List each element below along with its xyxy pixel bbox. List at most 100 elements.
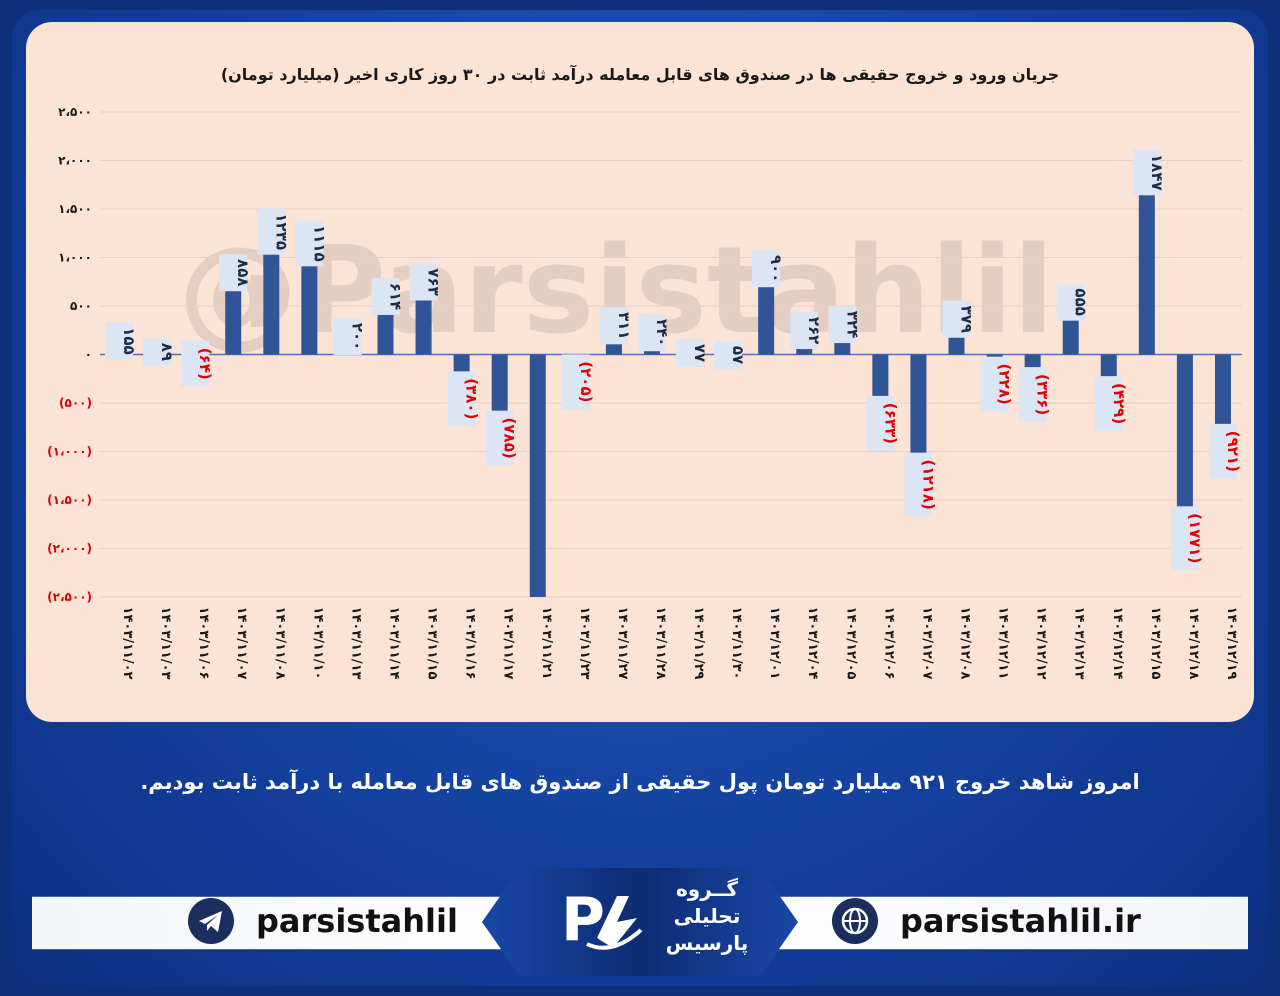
data-label-box: [485, 410, 514, 466]
y-tick-label: (۱،۰۰۰): [47, 445, 92, 459]
data-label: ۹۰۰: [767, 255, 785, 282]
data-label: ۱۵۵: [120, 327, 138, 354]
data-label-box: [714, 340, 743, 369]
x-tick-label: ۱۴۰۳/۱۱/۲۷: [615, 607, 630, 680]
data-label-box: [980, 356, 1009, 412]
data-label-box: [637, 314, 666, 352]
data-label-box: [752, 250, 781, 288]
data-label: ۵۷: [729, 346, 747, 364]
data-label-box: [1132, 149, 1161, 196]
data-label-box: [866, 395, 895, 451]
x-tick-label: ۱۴۰۳/۱۲/۱۹: [1224, 607, 1239, 680]
logo-block: [482, 868, 798, 976]
y-tick-label: (۵۰۰): [59, 396, 92, 410]
bar: [301, 246, 318, 355]
data-label: (۱۲۱۸): [919, 459, 937, 509]
data-label: (۳۸۰): [463, 378, 481, 419]
logo-line-3: پارسیس: [665, 931, 749, 955]
bar: [529, 354, 546, 597]
logo-mark-icon: P: [561, 885, 643, 955]
data-label-box: [904, 452, 933, 517]
data-label-box: [599, 307, 628, 345]
data-label: ۲۶۲: [805, 317, 823, 344]
y-tick-label: (۱،۵۰۰): [47, 493, 92, 507]
page-frame: @Parsistahlil جریان ورود و خروج حقیقی ها …: [12, 10, 1268, 986]
data-label: (۶۳۳): [881, 403, 899, 444]
data-label-box: [333, 318, 362, 356]
x-tick-label: ۱۴۰۳/۱۲/۱۵: [1148, 607, 1163, 680]
x-tick-label: ۱۴۰۳/۱۱/۱۳: [348, 607, 363, 680]
website-link[interactable]: parsistahlil.ir: [900, 902, 1141, 940]
x-tick-label: ۱۴۰۳/۱۱/۱۶: [463, 607, 478, 680]
x-tick-label: ۱۴۰۳/۱۱/۰۲: [120, 607, 135, 680]
bar: [1138, 175, 1155, 355]
bar: [1176, 354, 1193, 527]
data-label-box: [942, 300, 971, 338]
data-label: ۷۶۳: [425, 268, 443, 295]
bar: [758, 267, 775, 355]
x-tick-label: ۱۴۰۳/۱۱/۲۳: [577, 607, 592, 680]
x-tick-label: ۱۴۰۳/۱۲/۱۳: [1072, 607, 1087, 680]
x-tick-label: ۱۴۰۳/۱۲/۰۸: [958, 607, 973, 680]
data-label: ۳۷۹: [958, 306, 976, 333]
x-tick-label: ۱۴۰۳/۱۱/۲۹: [691, 607, 706, 680]
data-label: (۳۳۶): [1034, 374, 1052, 415]
data-label: (۷۸۵): [501, 418, 519, 459]
x-tick-label: ۱۴۰۳/۱۲/۱۲: [1034, 607, 1049, 680]
data-label-box: [561, 354, 590, 410]
data-label: ۱۸۴۷: [1148, 154, 1166, 191]
x-tick-label: ۱۴۰۳/۱۱/۰۷: [234, 607, 249, 680]
bar: [225, 271, 242, 355]
y-tick-label: ۱،۵۰۰: [58, 202, 92, 216]
x-tick-label: ۱۴۰۳/۱۱/۰۳: [158, 607, 173, 680]
data-label-box: [676, 339, 705, 368]
data-label-box: [1094, 376, 1123, 432]
data-label-box: [790, 312, 819, 350]
data-label-box: [1170, 506, 1199, 571]
globe-icon[interactable]: [832, 898, 878, 944]
data-label: ۲۰۰: [348, 323, 366, 350]
bar: [910, 354, 927, 473]
data-label: (۲۰۵): [577, 361, 595, 402]
data-label: ۳۲۴: [843, 311, 861, 338]
data-label: ۲۴۰: [653, 319, 671, 346]
data-label: ۱۱۱۵: [310, 225, 328, 262]
x-tick-label: ۱۴۰۳/۱۲/۱۴: [1110, 607, 1125, 680]
x-tick-label: ۱۴۰۳/۱۲/۰۴: [805, 607, 820, 680]
logo-text: گــروه تحلیلی پارسیس: [652, 876, 762, 957]
logo-line-2: تحلیلی: [673, 904, 741, 928]
x-tick-label: ۱۴۰۳/۱۱/۱۵: [425, 607, 440, 680]
x-tick-label: ۱۴۰۳/۱۱/۳۰: [729, 607, 744, 680]
x-tick-label: ۱۴۰۳/۱۲/۰۷: [919, 607, 934, 680]
chart-title: جریان ورود و خروج حقیقی ها در صندوق های …: [221, 64, 1059, 84]
y-tick-label: ۲،۰۰۰: [58, 154, 92, 168]
data-label: ۵۵۵: [1072, 288, 1090, 315]
data-label: ۸۵۸: [234, 259, 252, 286]
chart-panel: @Parsistahlil جریان ورود و خروج حقیقی ها …: [26, 22, 1254, 722]
data-label: (۲۲۸): [996, 364, 1014, 405]
logo-line-1: گــروه: [676, 877, 738, 901]
data-label-box: [143, 337, 172, 366]
x-tick-label: ۱۴۰۳/۱۱/۱۷: [501, 607, 516, 680]
data-label: (۶۴): [196, 348, 214, 380]
data-label-box: [257, 208, 286, 255]
data-label-box: [409, 263, 438, 301]
y-tick-label: ۱،۰۰۰: [58, 251, 92, 265]
data-label: ۶۱۴: [387, 283, 405, 310]
x-tick-label: ۱۴۰۳/۱۲/۱۱: [996, 607, 1011, 680]
x-tick-label: ۱۴۰۳/۱۱/۱۰: [310, 607, 325, 680]
x-tick-label: ۱۴۰۳/۱۲/۰۵: [843, 607, 858, 680]
data-label-box: [181, 340, 210, 387]
data-label: (۹۲۱): [1224, 431, 1242, 472]
data-label-box: [295, 220, 324, 267]
telegram-handle[interactable]: parsistahlil: [256, 902, 458, 940]
telegram-icon[interactable]: [188, 898, 234, 944]
summary-text: امروز شاهد خروج ۹۲۱ میلیارد تومان پول حق…: [140, 770, 1140, 794]
data-label-box: [828, 306, 857, 344]
data-label-box: [447, 371, 476, 427]
x-tick-label: ۱۴۰۳/۱۲/۰۱: [767, 607, 782, 680]
y-tick-label: (۲،۰۰۰): [47, 542, 92, 556]
y-tick-label: ۲،۵۰۰: [58, 105, 92, 119]
bar: [1214, 354, 1231, 444]
data-label: ۸۹: [158, 343, 176, 361]
